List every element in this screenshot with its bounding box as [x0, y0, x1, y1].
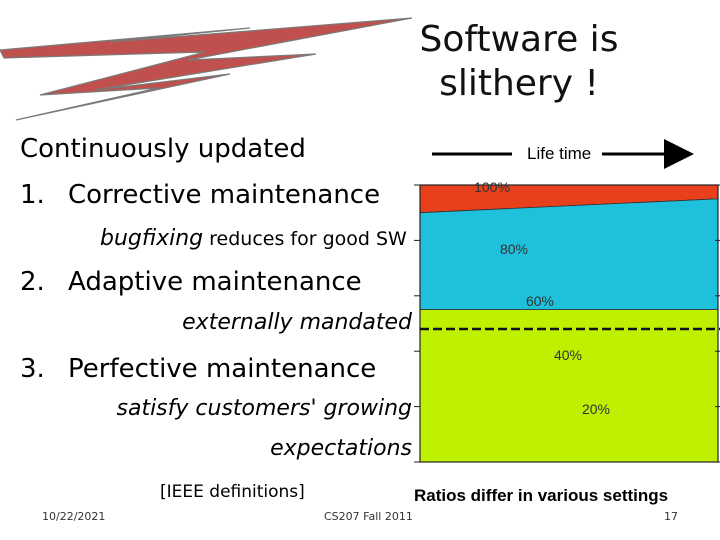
footer-course: CS207 Fall 2011	[324, 510, 413, 523]
title-line-1: Software is	[419, 19, 619, 60]
page-number: 17	[664, 510, 678, 523]
citation: [IEEE definitions]	[160, 482, 305, 502]
pct-label-20: 20%	[582, 401, 610, 417]
area-bands	[419, 184, 719, 463]
item-3-detail-1: satisfy customers' growing	[116, 396, 413, 421]
item-1-detail: bugfixing reduces for good SW	[100, 226, 407, 251]
area-perfective	[419, 309, 719, 463]
pct-label-60: 60%	[526, 293, 554, 309]
intro-text: Continuously updated	[20, 134, 306, 164]
lightning-bolt-icon	[0, 17, 413, 121]
pct-label-100: 100%	[474, 179, 510, 195]
lifetime-label: Life time	[527, 144, 592, 163]
y-axis-ticks	[414, 184, 720, 463]
item-3-number: 3.	[20, 354, 45, 384]
item-2: 2. Adaptive maintenance	[20, 267, 362, 297]
item-1-detail-rest: reduces for good SW	[203, 228, 407, 250]
chart-frame	[419, 184, 719, 463]
item-3: 3. Perfective maintenance	[20, 354, 376, 384]
item-3-label: Perfective maintenance	[68, 354, 377, 384]
item-2-number: 2.	[20, 267, 45, 297]
pct-label-80: 80%	[500, 241, 528, 257]
item-1: 1. Corrective maintenance	[20, 180, 380, 210]
item-1-number: 1.	[20, 180, 45, 210]
pct-label-40: 40%	[554, 347, 582, 363]
item-2-label: Adaptive maintenance	[68, 267, 362, 297]
title-line-2: slithery !	[439, 63, 599, 104]
footer-date: 10/22/2021	[42, 510, 106, 523]
item-2-detail: externally mandated	[182, 310, 412, 335]
item-1-label: Corrective maintenance	[68, 180, 381, 210]
item-3-detail-2: expectations	[270, 436, 412, 461]
ratios-caption: Ratios differ in various settings	[414, 486, 669, 505]
item-1-detail-italic: bugfixing	[100, 226, 204, 251]
slide-title: Software is slithery !	[404, 18, 634, 106]
area-adaptive	[419, 198, 719, 311]
